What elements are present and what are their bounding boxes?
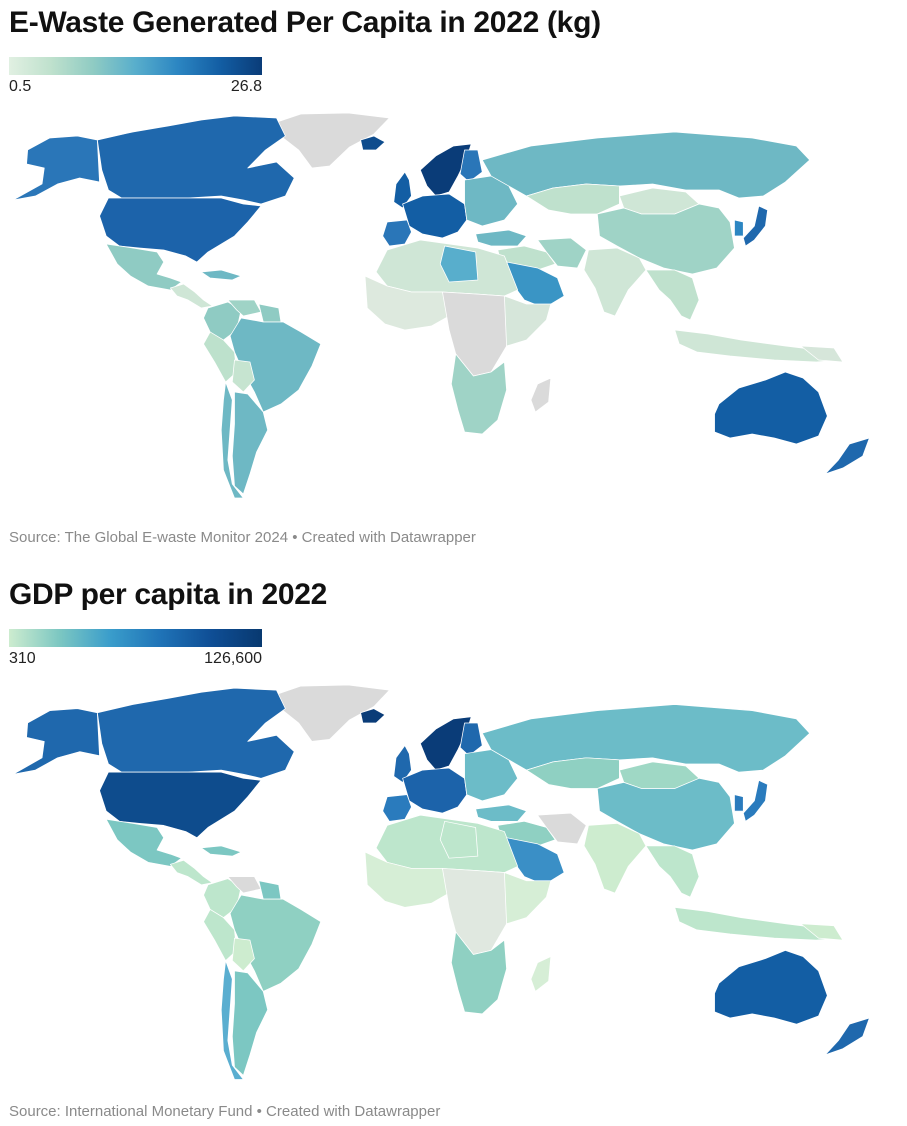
region-japan[interactable]: [742, 779, 769, 822]
legend-max-label: 26.8: [230, 78, 262, 95]
region-australia[interactable]: [714, 950, 828, 1025]
region-iran[interactable]: [537, 812, 587, 845]
region-mexico[interactable]: [105, 818, 182, 867]
region-brazil[interactable]: [229, 894, 322, 992]
region-uk[interactable]: [393, 171, 412, 209]
region-kazakhstan[interactable]: [526, 183, 620, 215]
region-central-america[interactable]: [169, 859, 213, 886]
region-nz[interactable]: [824, 437, 870, 475]
world-choropleth-map[interactable]: [0, 682, 907, 1102]
region-alaska[interactable]: [12, 135, 100, 201]
region-venezuela[interactable]: [227, 299, 262, 317]
region-iceland[interactable]: [360, 135, 386, 151]
map-title: E-Waste Generated Per Capita in 2022 (kg…: [9, 6, 601, 39]
region-korea[interactable]: [734, 219, 744, 237]
region-w-africa[interactable]: [364, 275, 450, 331]
region-e-africa[interactable]: [503, 295, 552, 347]
region-libya[interactable]: [439, 820, 479, 859]
region-bolivia[interactable]: [231, 937, 255, 972]
region-e-africa[interactable]: [503, 872, 552, 925]
region-w-europe[interactable]: [402, 767, 468, 814]
color-legend: 0.5 26.8: [9, 57, 262, 98]
world-choropleth-map[interactable]: [0, 110, 907, 520]
region-central-africa[interactable]: [442, 291, 514, 377]
region-india[interactable]: [583, 247, 647, 317]
region-mexico[interactable]: [105, 243, 182, 291]
region-se-asia[interactable]: [645, 845, 700, 898]
region-china[interactable]: [596, 203, 735, 275]
region-png[interactable]: [800, 923, 844, 941]
region-china[interactable]: [596, 777, 735, 851]
region-iceland[interactable]: [360, 708, 386, 724]
region-chile[interactable]: [220, 960, 244, 1080]
region-colombia[interactable]: [203, 301, 242, 341]
region-greenland[interactable]: [270, 684, 390, 742]
region-central-africa[interactable]: [442, 868, 514, 955]
region-india[interactable]: [583, 823, 647, 894]
region-usa[interactable]: [99, 197, 262, 263]
region-iberia[interactable]: [382, 219, 412, 247]
region-libya[interactable]: [439, 245, 479, 283]
color-legend: 310 126,600: [9, 629, 262, 670]
region-venezuela[interactable]: [227, 876, 262, 894]
gdp-map-panel: GDP per capita in 2022 310 126,600 Sourc…: [0, 572, 907, 1126]
region-w-africa[interactable]: [364, 851, 450, 908]
region-guianas[interactable]: [258, 880, 282, 900]
region-finland[interactable]: [459, 722, 483, 757]
legend-max-label: 126,600: [204, 650, 262, 667]
region-turkey[interactable]: [475, 804, 527, 822]
region-w-europe[interactable]: [402, 193, 468, 239]
region-turkey[interactable]: [475, 229, 527, 247]
region-brazil[interactable]: [229, 317, 322, 413]
region-caribbean[interactable]: [200, 845, 242, 857]
legend-min-label: 310: [9, 650, 36, 667]
region-caribbean[interactable]: [200, 269, 242, 281]
region-russia[interactable]: [481, 131, 811, 199]
region-korea[interactable]: [734, 794, 744, 812]
region-alaska[interactable]: [12, 708, 100, 775]
source-note: Source: The Global E-waste Monitor 2024 …: [9, 529, 476, 546]
region-argentina[interactable]: [231, 391, 269, 495]
region-colombia[interactable]: [203, 878, 242, 918]
region-bolivia[interactable]: [231, 359, 255, 393]
region-canada[interactable]: [96, 115, 295, 205]
region-greenland[interactable]: [270, 112, 390, 169]
region-argentina[interactable]: [231, 970, 269, 1076]
region-madagascar[interactable]: [530, 377, 552, 413]
region-guianas[interactable]: [258, 303, 282, 323]
region-peru[interactable]: [203, 909, 238, 961]
region-nz[interactable]: [824, 1017, 870, 1056]
region-s-africa[interactable]: [450, 931, 507, 1015]
region-madagascar[interactable]: [530, 956, 552, 992]
region-chile[interactable]: [220, 381, 244, 499]
region-kazakhstan[interactable]: [526, 757, 620, 789]
source-note: Source: International Monetary Fund • Cr…: [9, 1103, 441, 1120]
region-australia[interactable]: [714, 371, 828, 445]
region-usa[interactable]: [99, 771, 262, 839]
legend-gradient-bar: [9, 629, 262, 647]
ewaste-map-panel: E-Waste Generated Per Capita in 2022 (kg…: [0, 0, 907, 560]
region-japan[interactable]: [742, 205, 769, 247]
region-uk[interactable]: [393, 745, 412, 783]
region-finland[interactable]: [459, 149, 483, 183]
map-title: GDP per capita in 2022: [9, 578, 327, 611]
legend-gradient-bar: [9, 57, 262, 75]
region-russia[interactable]: [481, 704, 811, 773]
region-iberia[interactable]: [382, 794, 412, 822]
region-canada[interactable]: [96, 687, 295, 779]
region-png[interactable]: [800, 345, 844, 363]
region-central-america[interactable]: [169, 283, 213, 309]
legend-min-label: 0.5: [9, 78, 32, 95]
region-peru[interactable]: [203, 331, 238, 383]
region-se-asia[interactable]: [645, 269, 700, 321]
region-s-africa[interactable]: [450, 353, 507, 435]
region-iran[interactable]: [537, 237, 587, 269]
